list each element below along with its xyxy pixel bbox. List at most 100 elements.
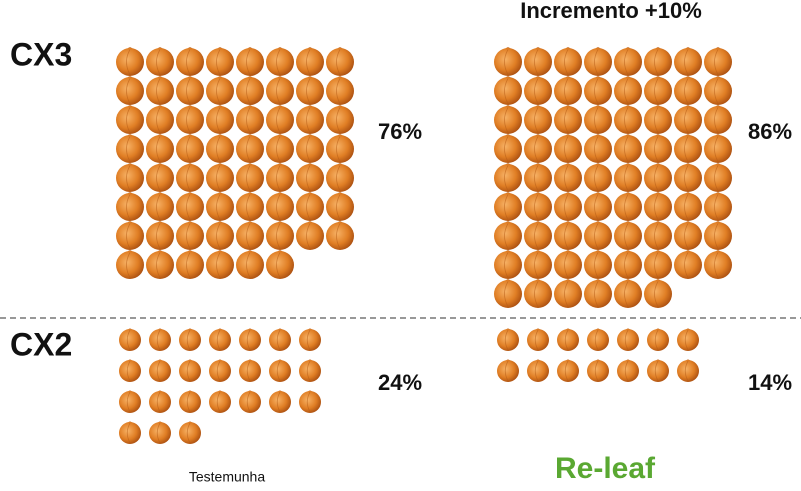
onion-line [156, 194, 161, 220]
onion [524, 106, 552, 134]
onion-line [126, 391, 131, 413]
onion-line [534, 252, 539, 278]
onion-line [594, 136, 599, 162]
onion-line [126, 49, 131, 75]
onion [524, 251, 552, 279]
onion [119, 360, 141, 382]
onion [176, 77, 204, 105]
onion-line [126, 329, 131, 351]
onion-line [156, 136, 161, 162]
onion [146, 48, 174, 76]
onion-line [594, 194, 599, 220]
onion [236, 77, 264, 105]
onion [239, 360, 261, 382]
onion [494, 280, 522, 308]
onion [674, 222, 702, 250]
onion-line [534, 78, 539, 104]
onion-line [276, 78, 281, 104]
logo: Re-leaf [555, 452, 656, 485]
onion [704, 77, 732, 105]
onion-line [246, 136, 251, 162]
onion-line [534, 49, 539, 75]
onion-line [216, 136, 221, 162]
onion-line [186, 78, 191, 104]
onion [206, 77, 234, 105]
onion [527, 329, 549, 351]
onion [527, 360, 549, 382]
onion-line [126, 136, 131, 162]
onion [704, 164, 732, 192]
onion-line [564, 223, 569, 249]
onion [644, 77, 672, 105]
onion [326, 48, 354, 76]
onion [647, 329, 669, 351]
onion [149, 329, 171, 351]
onion [554, 48, 582, 76]
onion [584, 135, 612, 163]
onion-line [654, 49, 659, 75]
onion-line [216, 165, 221, 191]
onion [296, 48, 324, 76]
onion [674, 193, 702, 221]
onion-line [654, 107, 659, 133]
onion [674, 251, 702, 279]
onion [584, 193, 612, 221]
onion [584, 222, 612, 250]
onion [176, 164, 204, 192]
onion [497, 360, 519, 382]
onion [617, 360, 639, 382]
onion [266, 77, 294, 105]
onion [524, 164, 552, 192]
icon-group [119, 328, 321, 444]
onion [674, 135, 702, 163]
onion [116, 193, 144, 221]
onion-line [276, 194, 281, 220]
onion [326, 193, 354, 221]
onion-line [246, 107, 251, 133]
onion [674, 77, 702, 105]
onion [557, 329, 579, 351]
onion-line [594, 360, 599, 382]
onion [269, 391, 291, 413]
onion-line [564, 360, 569, 382]
onion [236, 251, 264, 279]
onion [704, 251, 732, 279]
onion [494, 135, 522, 163]
onion [299, 360, 321, 382]
onion-line [276, 165, 281, 191]
onion-line [624, 78, 629, 104]
onion [296, 164, 324, 192]
onion-line [306, 391, 311, 413]
onion-line [654, 136, 659, 162]
onion-line [156, 165, 161, 191]
onion-line [186, 252, 191, 278]
onion-line [276, 107, 281, 133]
onion [116, 48, 144, 76]
onion [644, 135, 672, 163]
onion-line [186, 391, 191, 413]
category-label: CX2 [10, 326, 72, 362]
onion-line [246, 360, 251, 382]
onion [524, 222, 552, 250]
onion-line [564, 194, 569, 220]
onion [176, 251, 204, 279]
onion [296, 222, 324, 250]
onion [266, 48, 294, 76]
onion-line [126, 422, 131, 444]
onion-line [624, 281, 629, 307]
onion [209, 391, 231, 413]
onion [206, 106, 234, 134]
onion-line [654, 329, 659, 351]
onion [206, 222, 234, 250]
onion [179, 329, 201, 351]
onion-line [126, 360, 131, 382]
onion-line [714, 194, 719, 220]
icon-group [494, 47, 732, 308]
onion-line [306, 360, 311, 382]
onion [236, 48, 264, 76]
onion [206, 251, 234, 279]
onion [296, 193, 324, 221]
onion [587, 360, 609, 382]
onion [554, 193, 582, 221]
